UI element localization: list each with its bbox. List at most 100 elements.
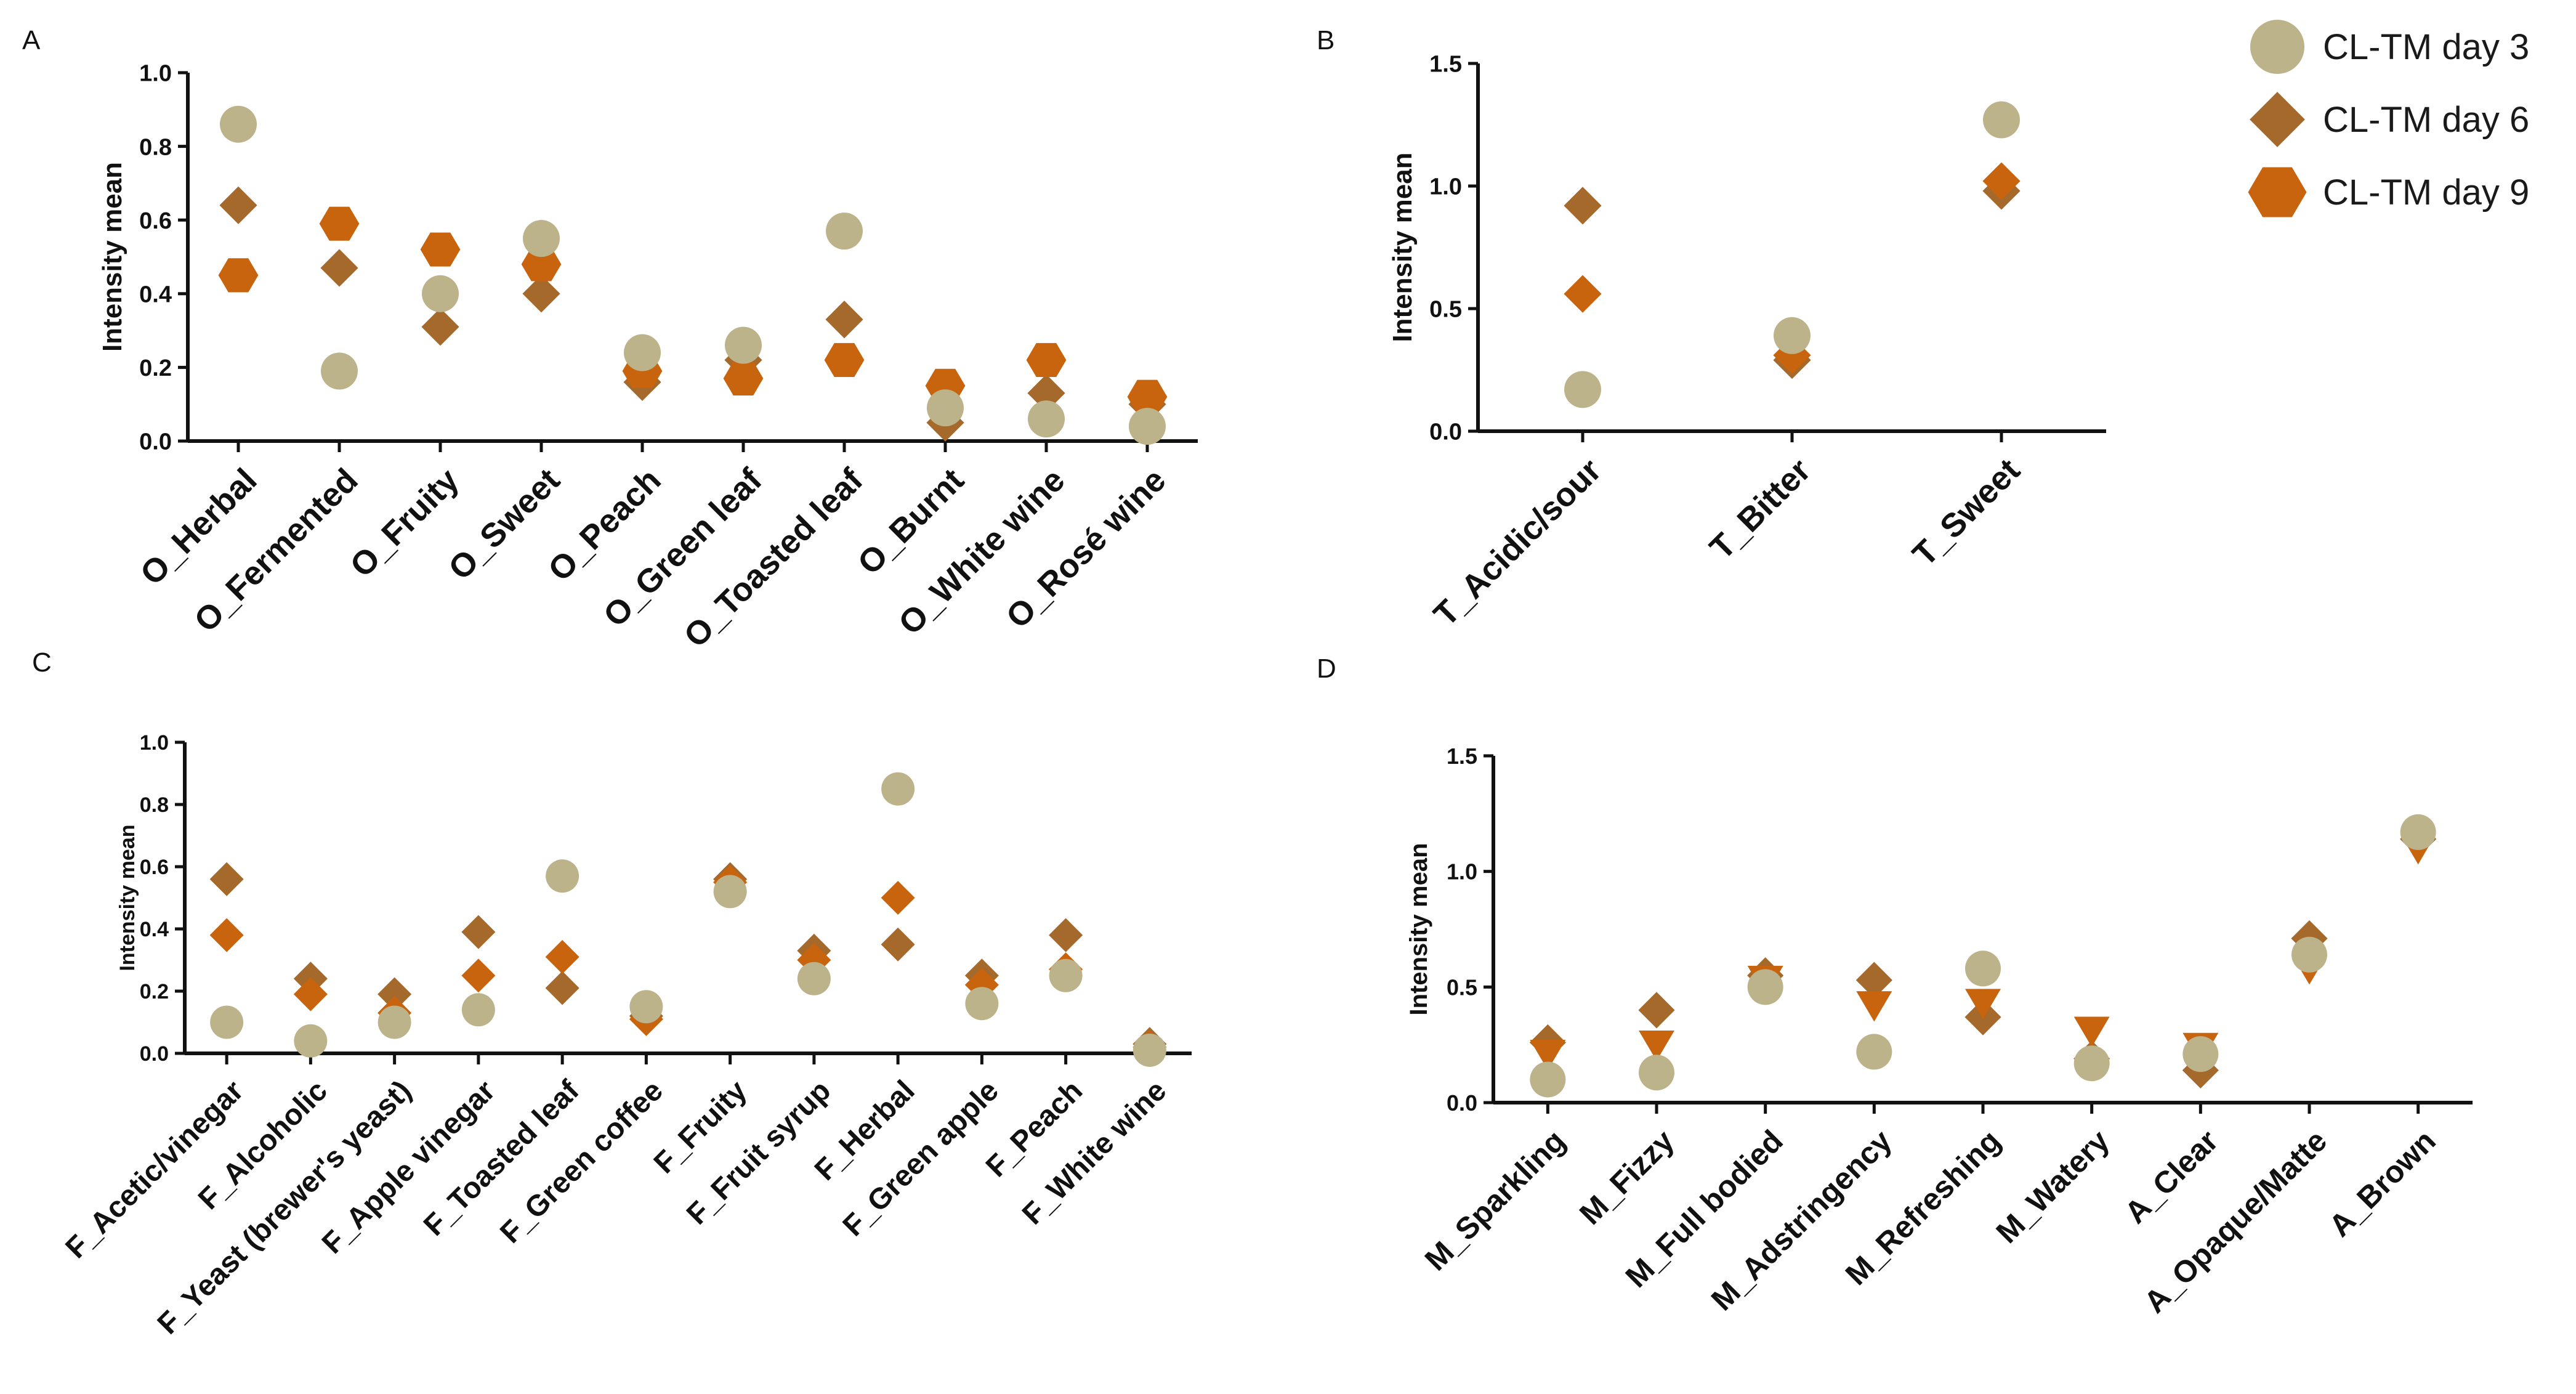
x-tick-label-m-sparkling: M_Sparkling xyxy=(1418,1124,1572,1278)
data-point-cl-tm-day-9-f-herbal xyxy=(881,880,915,915)
data-point-cl-tm-day-6-f-toasted-leaf xyxy=(545,971,579,1005)
data-point-cl-tm-day-3-o-ros-wine xyxy=(1129,408,1166,445)
data-point-cl-tm-day-3-o-herbal xyxy=(220,105,257,143)
data-point-cl-tm-day-9-f-toasted-leaf xyxy=(545,939,579,974)
data-point-cl-tm-day-3-t-acidic-sour xyxy=(1564,371,1601,408)
data-point-cl-tm-day-3-f-herbal xyxy=(881,772,915,806)
y-tick-label: 1.0 xyxy=(1447,859,1477,885)
y-axis-title: Intensity mean xyxy=(1405,843,1432,1015)
data-point-cl-tm-day-9-o-sweet xyxy=(521,247,562,282)
data-point-cl-tm-day-6-m-fizzy xyxy=(1638,992,1675,1029)
panel-letter: B xyxy=(1317,25,1334,55)
legend-marker-cl-tm-day-9 xyxy=(2248,167,2307,217)
data-point-cl-tm-day-3-m-fizzy xyxy=(1639,1055,1674,1091)
y-axis-title: Intensity mean xyxy=(97,162,127,352)
data-point-cl-tm-day-6-o-fruity xyxy=(421,308,459,346)
data-point-cl-tm-day-9-f-alcoholic xyxy=(293,977,328,1011)
data-point-cl-tm-day-9-m-sparkling xyxy=(1530,1039,1566,1071)
legend-label: CL-TM day 9 xyxy=(2323,172,2529,213)
data-point-cl-tm-day-9-o-fruity xyxy=(420,232,461,267)
data-point-cl-tm-day-3-a-clear xyxy=(2182,1036,2219,1072)
data-point-cl-tm-day-6-m-adstringency xyxy=(1855,962,1892,999)
legend-label: CL-TM day 6 xyxy=(2323,100,2529,140)
series-cl-tm-day-6 xyxy=(219,186,1166,442)
x-tick-label-m-watery: M_Watery xyxy=(1990,1124,2116,1250)
data-point-cl-tm-day-3-t-sweet xyxy=(1983,101,2020,139)
y-tick-label: 1.0 xyxy=(139,61,172,87)
x-tick-label-f-toasted-leaf: F_Toasted leaf xyxy=(418,1074,586,1242)
data-point-cl-tm-day-6-o-white-wine xyxy=(1027,374,1065,412)
data-point-cl-tm-day-3-m-refreshing xyxy=(1965,950,2001,987)
series-cl-tm-day-3 xyxy=(1564,101,2020,408)
data-point-cl-tm-day-3-m-full-bodied xyxy=(1747,969,1783,1005)
data-point-cl-tm-day-3-o-peach xyxy=(624,334,661,371)
data-point-cl-tm-day-3-f-fruit-syrup xyxy=(797,962,831,995)
data-point-cl-tm-day-6-f-acetic-vinegar xyxy=(209,862,244,896)
data-point-cl-tm-day-9-f-acetic-vinegar xyxy=(209,918,244,952)
data-point-cl-tm-day-3-f-green-apple xyxy=(965,987,999,1021)
data-point-cl-tm-day-6-f-apple-vinegar xyxy=(461,915,496,949)
data-point-cl-tm-day-3-f-acetic-vinegar xyxy=(210,1005,244,1039)
legend-item-cl-tm-day-6: CL-TM day 6 xyxy=(2250,92,2529,147)
data-point-cl-tm-day-9-t-acidic-sour xyxy=(1564,275,1602,313)
data-point-cl-tm-day-3-o-toasted-leaf xyxy=(826,213,863,250)
data-point-cl-tm-day-9-o-ros-wine xyxy=(1127,379,1168,414)
data-point-cl-tm-day-3-m-watery xyxy=(2073,1045,2110,1082)
y-tick-label: 0.6 xyxy=(139,208,172,234)
series-cl-tm-day-6 xyxy=(209,862,1167,1061)
y-tick-label: 0.4 xyxy=(139,282,172,307)
y-tick-label: 0.8 xyxy=(139,134,172,160)
x-tick-label-f-white-wine: F_White wine xyxy=(1016,1074,1173,1231)
data-point-cl-tm-day-3-f-fruity xyxy=(713,875,747,909)
y-tick-label: 0.5 xyxy=(1447,975,1477,1000)
data-point-cl-tm-day-3-a-brown xyxy=(2400,814,2436,850)
y-tick-label: 0.0 xyxy=(1447,1090,1477,1116)
data-point-cl-tm-day-3-f-toasted-leaf xyxy=(546,859,579,893)
data-point-cl-tm-day-3-f-peach xyxy=(1049,958,1083,992)
data-point-cl-tm-day-3-f-green-coffee xyxy=(629,990,663,1024)
data-point-cl-tm-day-3-o-fermented xyxy=(321,352,358,390)
data-point-cl-tm-day-3-f-yeast-brewer-s-yeast xyxy=(378,1005,411,1039)
data-point-cl-tm-day-3-m-sparkling xyxy=(1530,1061,1566,1098)
y-tick-label: 0.5 xyxy=(1429,297,1462,323)
y-tick-label: 1.0 xyxy=(1429,174,1462,200)
y-tick-label: 0.8 xyxy=(140,793,169,817)
x-tick-label-f-fruit-syrup: F_Fruit syrup xyxy=(680,1074,837,1231)
panel-b: B 0.0 0.5 1.0 1.5 Intensity mean T_Acidic/sour… xyxy=(1317,25,2106,633)
data-point-cl-tm-day-9-o-white-wine xyxy=(1026,342,1067,378)
y-tick-label: 1.0 xyxy=(140,731,169,755)
x-tick-label-f-green-apple: F_Green apple xyxy=(837,1074,1005,1242)
data-point-cl-tm-day-9-m-watery xyxy=(2073,1016,2110,1047)
y-tick-label: 0.0 xyxy=(140,1042,169,1066)
data-point-cl-tm-day-3-f-white-wine xyxy=(1133,1033,1166,1067)
data-point-cl-tm-day-9-m-fizzy xyxy=(1639,1030,1674,1061)
data-point-cl-tm-day-9-o-green-leaf xyxy=(723,361,764,395)
y-axis-title: Intensity mean xyxy=(116,824,139,971)
data-point-cl-tm-day-9-o-herbal xyxy=(218,258,259,293)
x-tick-label-a-clear: A_Clear xyxy=(2118,1124,2224,1230)
y-tick-label: 1.5 xyxy=(1429,52,1462,78)
data-point-cl-tm-day-6-t-acidic-sour xyxy=(1564,187,1602,225)
x-tick-label-o-toasted-leaf: O_Toasted leaf xyxy=(677,461,870,655)
y-tick-label: 0.0 xyxy=(1429,419,1462,445)
series-cl-tm-day-3 xyxy=(220,105,1166,445)
data-point-cl-tm-day-3-o-sweet xyxy=(523,220,560,257)
series-cl-tm-day-9 xyxy=(218,206,1168,414)
data-point-cl-tm-day-3-f-alcoholic xyxy=(294,1024,328,1058)
y-tick-label: 0.2 xyxy=(139,355,172,381)
data-point-cl-tm-day-9-m-adstringency xyxy=(1856,991,1892,1022)
legend-marker-cl-tm-day-6 xyxy=(2250,92,2305,147)
y-tick-label: 0.6 xyxy=(140,856,169,879)
y-tick-label: 1.5 xyxy=(1447,744,1477,769)
data-point-cl-tm-day-3-o-fruity xyxy=(422,275,459,312)
panel-letter: C xyxy=(32,647,52,678)
y-axis-title: Intensity mean xyxy=(1387,152,1418,342)
data-point-cl-tm-day-9-o-toasted-leaf xyxy=(824,342,865,378)
data-point-cl-tm-day-3-m-adstringency xyxy=(1856,1034,1892,1070)
x-tick-label-t-acidic-sour: T_Acidic/sour xyxy=(1427,452,1609,633)
x-tick-label-t-sweet: T_Sweet xyxy=(1905,452,2027,573)
